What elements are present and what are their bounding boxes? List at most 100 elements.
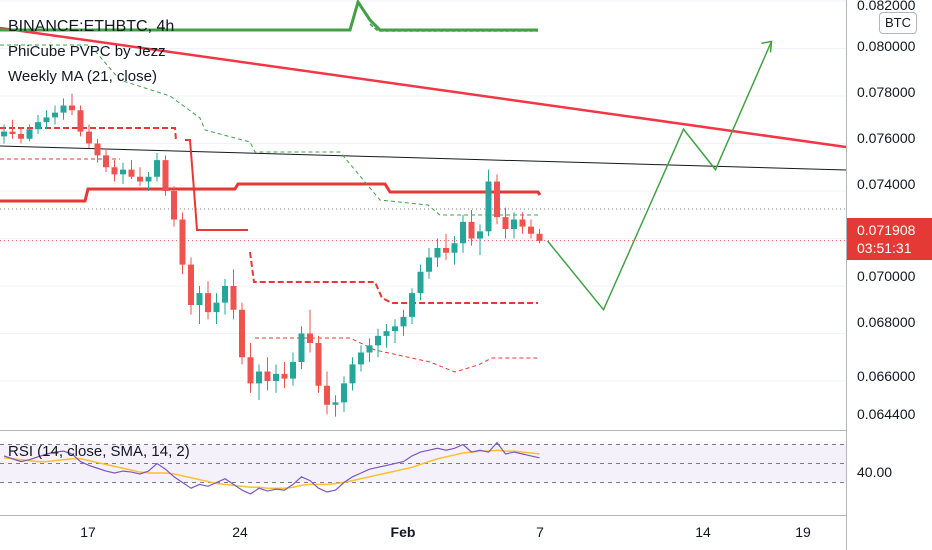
time-axis[interactable]: 17 24 Feb 7 14 19 [0,515,846,550]
candle-body [52,112,58,118]
price-tick: 0.074000 [857,176,916,192]
candle-body [256,371,262,384]
price-chart[interactable] [0,0,846,430]
candle-body [315,343,322,386]
candle-body [460,221,466,244]
candle-body [375,335,381,346]
pvpc-red-lower-line [255,337,538,373]
candle-body [273,373,279,381]
price-tick: 0.068000 [857,314,916,330]
candle-body [485,181,492,232]
candle-body [468,221,475,239]
projection-path [546,41,773,312]
candle-body [103,155,109,168]
candle-body [137,176,143,182]
price-tick: 0.078000 [857,84,916,100]
candle-body [349,364,356,384]
candle-body [434,248,441,258]
candle-body [9,131,16,134]
rsi-pane[interactable] [0,431,846,515]
candle-body [511,219,517,229]
price-tick: 0.070000 [857,268,916,284]
indicator-pvpc-label[interactable]: PhiCube PVPC by Jezz [8,43,166,60]
candle-body [477,231,483,239]
last-price-value: 0.071908 [857,222,916,238]
rsi-line [3,441,540,495]
candle-body [1,131,7,137]
candle-body [502,217,509,229]
last-price-label: 0.071908 03:51:31 [847,218,932,260]
candle-body [494,181,500,218]
candle-body [162,160,169,191]
pvpc-green-dashed-line [0,44,538,216]
bar-countdown: 03:51:31 [857,240,912,256]
descending-trendline [0,26,846,149]
candle-body [179,219,186,265]
candle-body [26,129,33,139]
candle-body [35,122,41,130]
candle-body [451,243,458,253]
candle-body [188,264,194,305]
rsi-tick: 40.00 [857,464,893,480]
time-tick: 17 [80,524,96,540]
candle-body [154,160,160,177]
price-tick: 0.080000 [857,38,916,54]
candle-body [69,105,75,111]
rsi-chart[interactable] [0,431,846,515]
candle-body [222,286,228,303]
time-tick: 7 [536,524,544,540]
black-trendline [0,145,846,171]
time-tick: 24 [232,524,248,540]
time-tick: 14 [695,524,711,540]
symbol-title[interactable]: BINANCE:ETHBTC, 4h [8,18,175,35]
pvpc-red-support-line [249,251,538,304]
candle-body [324,385,330,405]
candle-body [409,293,415,317]
candle-body [528,226,534,234]
candle-body [536,233,543,241]
currency-badge[interactable]: BTC [879,12,917,34]
candle-body [519,219,526,227]
candle-body [86,131,92,144]
price-pane[interactable] [0,0,846,430]
rsi-indicator-label[interactable]: RSI (14, close, SMA, 14, 2) [8,443,190,460]
pvpc-red-thick-line [0,182,542,203]
candle-body [443,248,449,253]
price-tick: 0.064400 [857,406,916,422]
candle-body [290,362,296,379]
pane-separator[interactable] [0,430,846,431]
candle-body [358,352,364,365]
candle-body [341,383,347,403]
time-tick: 19 [795,524,811,540]
candle-body [392,326,398,332]
price-tick: 0.076000 [857,130,916,146]
candle-body [43,117,50,123]
price-tick: 0.066000 [857,368,916,384]
candle-body [426,257,432,272]
rsi-ma-line [3,449,540,489]
price-axis[interactable]: 0.082000 BTC 0.080000 0.078000 0.076000 … [846,0,932,550]
pvpc-green-dashed-top-line [369,23,538,32]
candle-body [213,302,220,313]
candle-body [247,357,254,384]
candle-body [205,293,211,313]
projection-arrowhead [761,40,773,53]
candle-body [239,309,245,358]
price-tick: 0.082000 [857,0,916,13]
pvpc-red-dashed-line [0,127,178,141]
candle-body [196,293,203,305]
time-tick: Feb [390,524,416,540]
candle-body [400,316,407,327]
candle-body [417,271,424,294]
candle-body [264,371,271,381]
indicator-weekly-ma-label[interactable]: Weekly MA (21, close) [8,68,157,85]
candle-body [60,105,67,113]
pvpc-green-thick-line [0,0,538,32]
candle-body [128,169,135,177]
pvpc-red-step-line [185,139,248,231]
candle-body [281,373,288,379]
candle-body [383,331,390,336]
candle-body [120,169,126,175]
candle-body [111,167,118,175]
candle-body [332,402,339,405]
